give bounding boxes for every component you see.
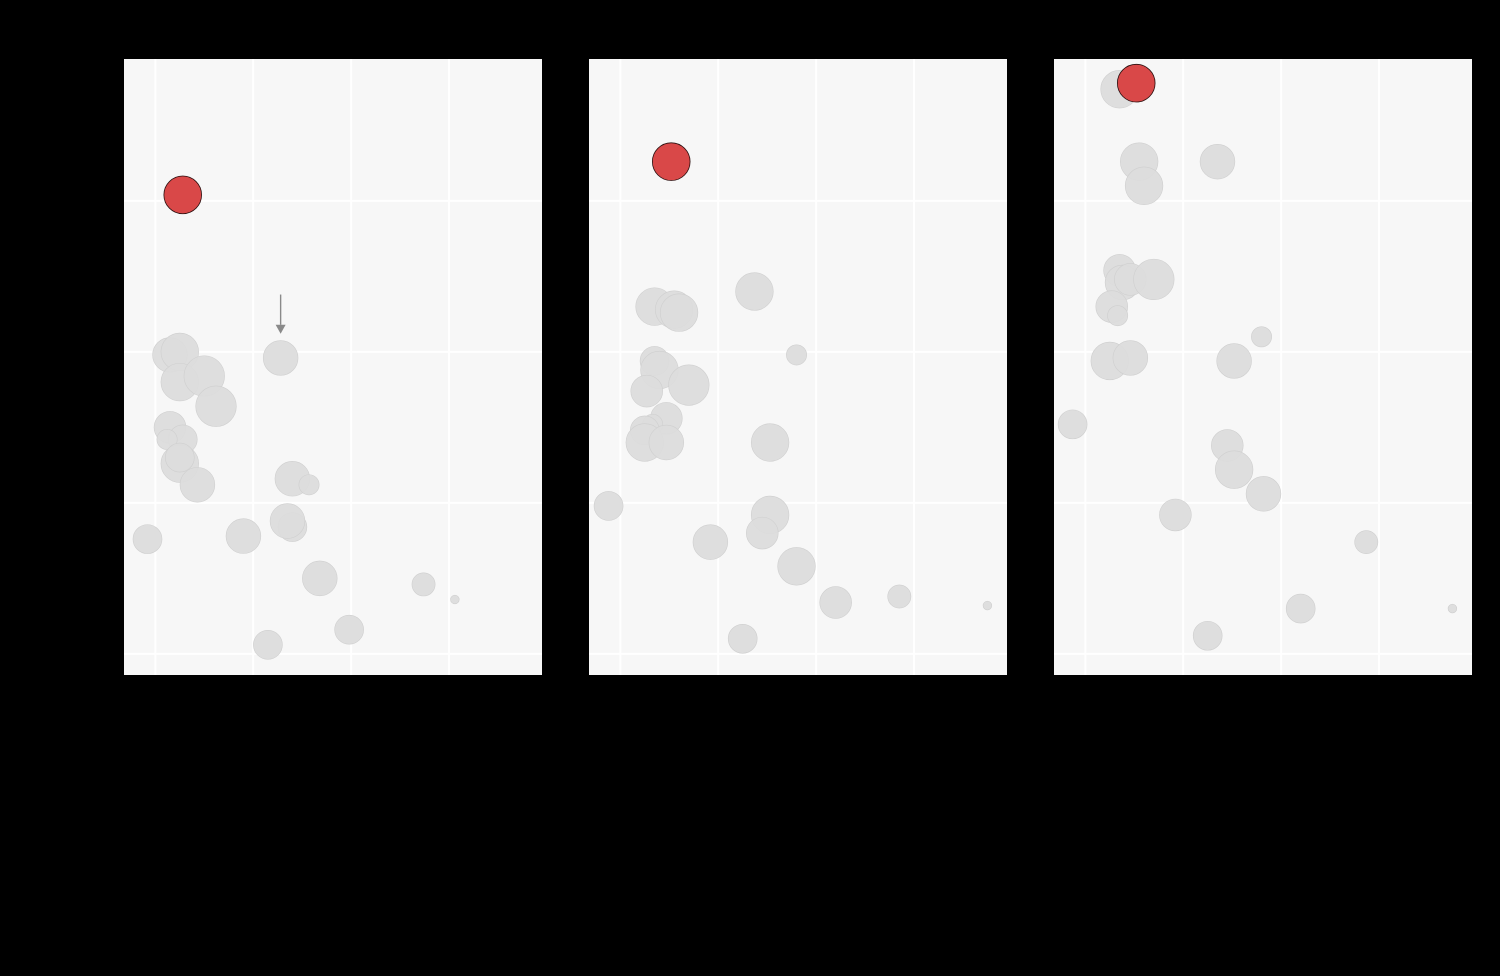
data-point <box>887 584 912 609</box>
data-point <box>727 623 758 654</box>
data-point <box>1245 476 1282 512</box>
data-point <box>1057 409 1088 440</box>
data-point <box>1199 143 1236 180</box>
data-point <box>746 516 779 550</box>
panels <box>124 59 1472 675</box>
data-point <box>1214 450 1254 489</box>
data-point <box>1133 258 1175 301</box>
data-point <box>750 423 790 462</box>
data-point <box>262 340 299 376</box>
data-point <box>692 524 729 560</box>
data-point <box>1112 340 1149 376</box>
data-point <box>225 518 262 554</box>
data-point <box>1159 498 1192 532</box>
data-point <box>1447 603 1458 614</box>
data-point <box>164 442 195 473</box>
data-point <box>302 560 338 597</box>
data-point <box>132 524 163 554</box>
data-point <box>1285 593 1316 624</box>
data-point <box>253 630 283 660</box>
data-point <box>1354 530 1379 555</box>
highlight-point <box>163 175 202 215</box>
data-point <box>1124 166 1164 205</box>
data-point <box>659 293 699 332</box>
scatter-panel-1 <box>124 59 542 675</box>
data-point <box>179 467 216 503</box>
data-point <box>786 344 807 366</box>
data-point <box>630 374 664 408</box>
data-point <box>269 503 306 539</box>
data-point <box>982 600 993 611</box>
data-point <box>1216 343 1252 379</box>
data-point <box>668 364 710 406</box>
data-point <box>1251 326 1272 348</box>
data-point <box>777 547 816 586</box>
data-point <box>195 385 237 427</box>
annotation-arrow-head <box>275 324 286 334</box>
data-point <box>411 572 436 597</box>
data-point <box>648 424 685 461</box>
data-point <box>1192 620 1223 651</box>
data-point <box>819 586 852 619</box>
data-point <box>298 474 320 496</box>
scatter-panel-2 <box>589 59 1007 675</box>
scatter-panel-3 <box>1054 59 1472 675</box>
data-point <box>735 272 774 311</box>
data-point <box>593 491 624 521</box>
highlight-point <box>1116 63 1156 103</box>
data-point <box>450 594 460 605</box>
highlight-point <box>651 142 691 181</box>
data-point <box>334 614 364 645</box>
data-point <box>1107 305 1129 327</box>
